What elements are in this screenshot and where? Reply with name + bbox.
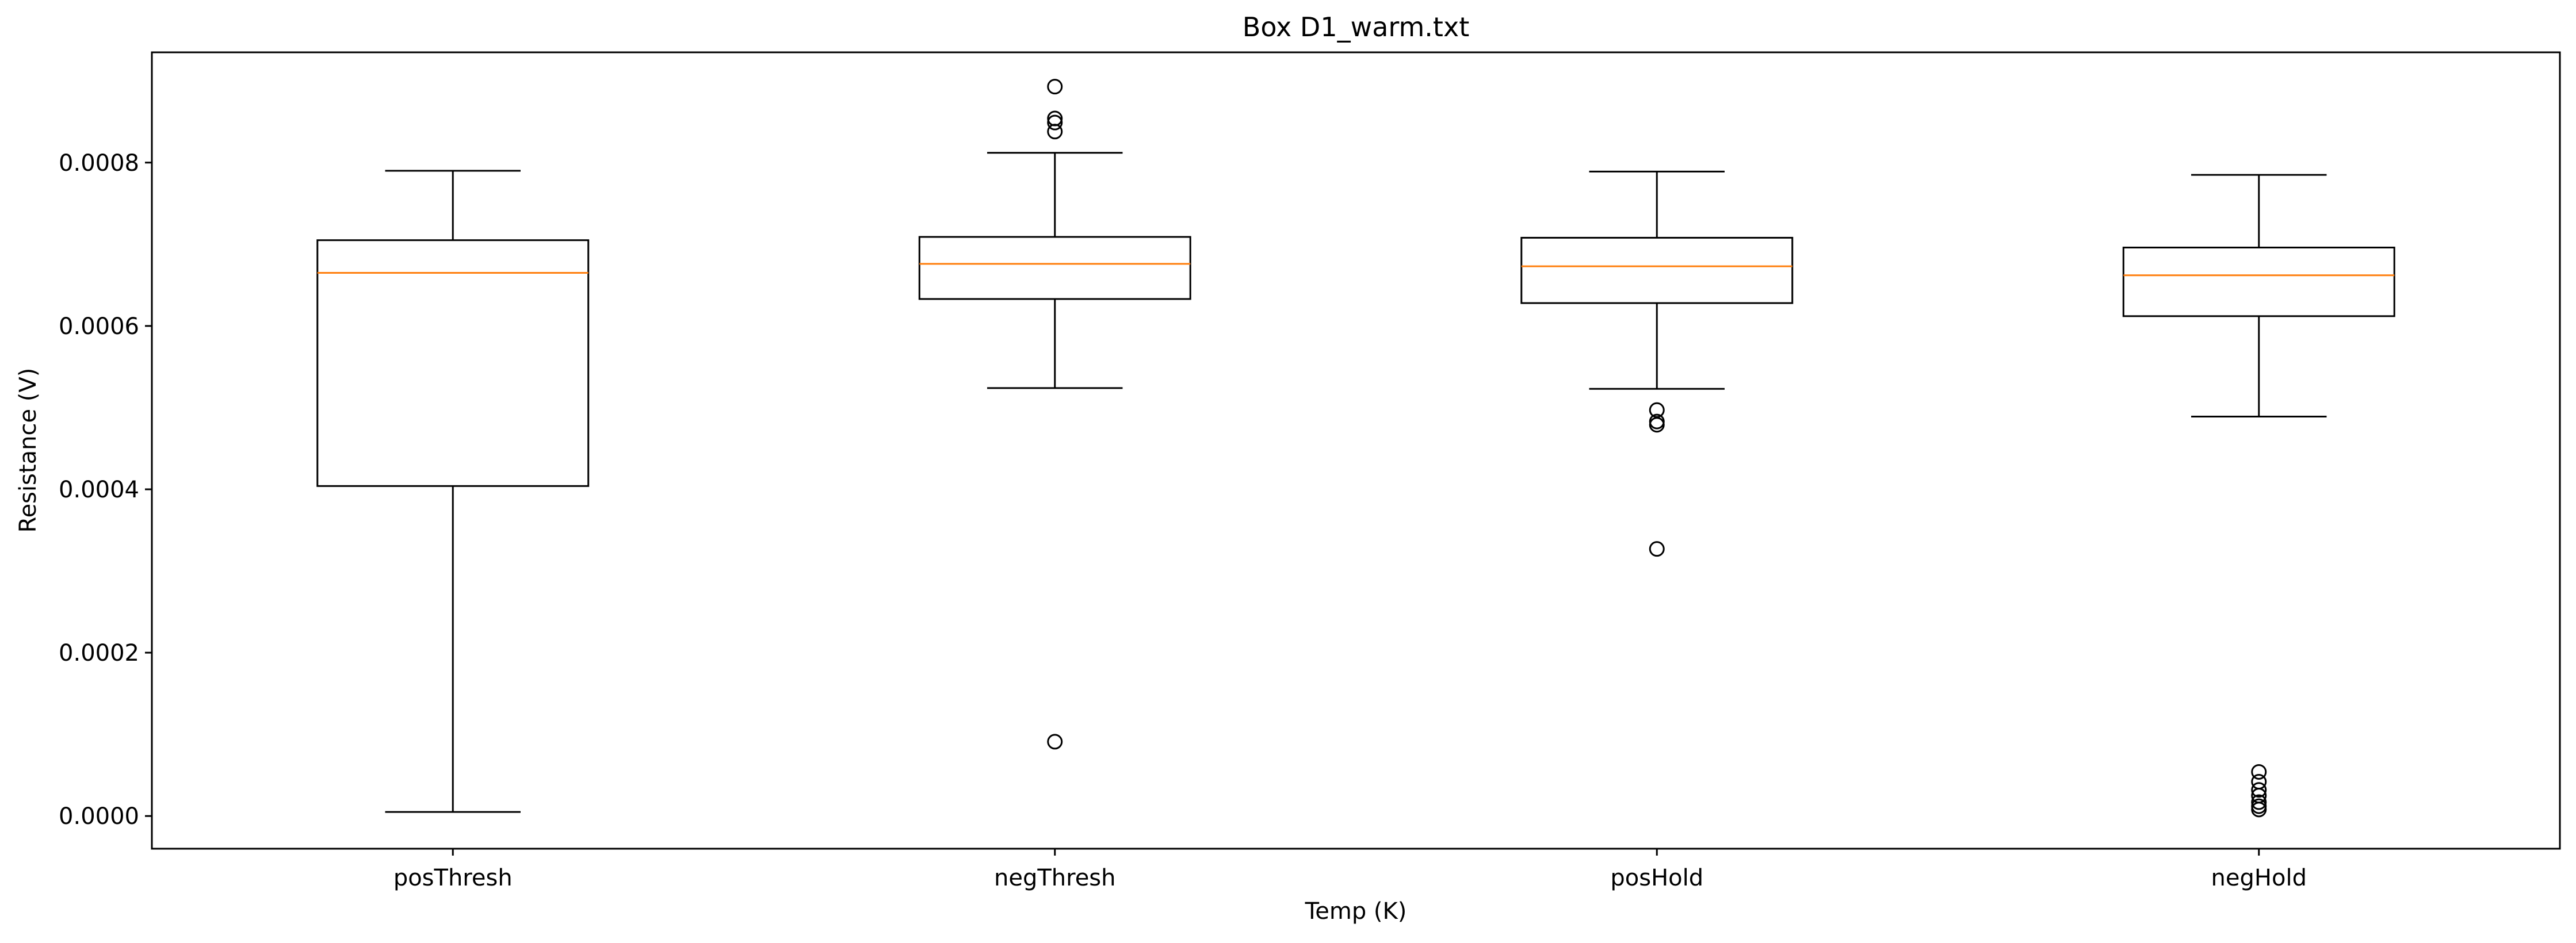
outlier-point: [2251, 782, 2267, 798]
plot-area-frame: [151, 51, 2561, 850]
iqr-box: [2122, 247, 2395, 317]
box-group-posThresh: [316, 170, 590, 813]
outlier-point: [2251, 802, 2267, 818]
outlier-point: [1047, 124, 1063, 140]
outlier-point: [2251, 764, 2267, 780]
x-axis-ticks: posThresh negThresh posHold negHold: [393, 849, 2307, 891]
iqr-box: [316, 239, 590, 487]
outlier-point: [1047, 734, 1063, 750]
outlier-point: [1649, 417, 1665, 433]
x-axis-label: Temp (K): [1305, 898, 1407, 925]
y-tick-label: 0.0002: [59, 640, 139, 666]
chart-marks: [316, 79, 2395, 818]
y-tick-label: 0.0000: [59, 803, 139, 830]
x-tick-label: posHold: [1610, 865, 1703, 891]
chart-title: Box D1_warm.txt: [1243, 12, 1469, 43]
box-group-negHold: [2122, 174, 2395, 818]
outlier-point: [1047, 79, 1063, 95]
x-tick-label: negThresh: [994, 865, 1116, 891]
outlier-point: [1649, 541, 1665, 557]
iqr-box: [1520, 236, 1794, 304]
x-tick-label: posThresh: [393, 865, 513, 891]
y-tick-label: 0.0008: [59, 150, 139, 177]
y-tick-label: 0.0006: [59, 313, 139, 340]
box-group-posHold: [1520, 170, 1794, 557]
y-axis-ticks: 0.0000 0.0002 0.0004 0.0006 0.0008: [59, 150, 152, 830]
y-axis-label: Resistance (V): [15, 368, 41, 533]
outlier-point: [1047, 114, 1063, 131]
iqr-box: [918, 236, 1191, 300]
y-tick-label: 0.0004: [59, 477, 139, 503]
outlier-point: [1649, 402, 1665, 418]
box-group-negThresh: [918, 79, 1191, 750]
outlier-point: [2251, 794, 2267, 810]
x-tick-label: negHold: [2211, 865, 2307, 891]
outlier-point: [2251, 774, 2267, 790]
